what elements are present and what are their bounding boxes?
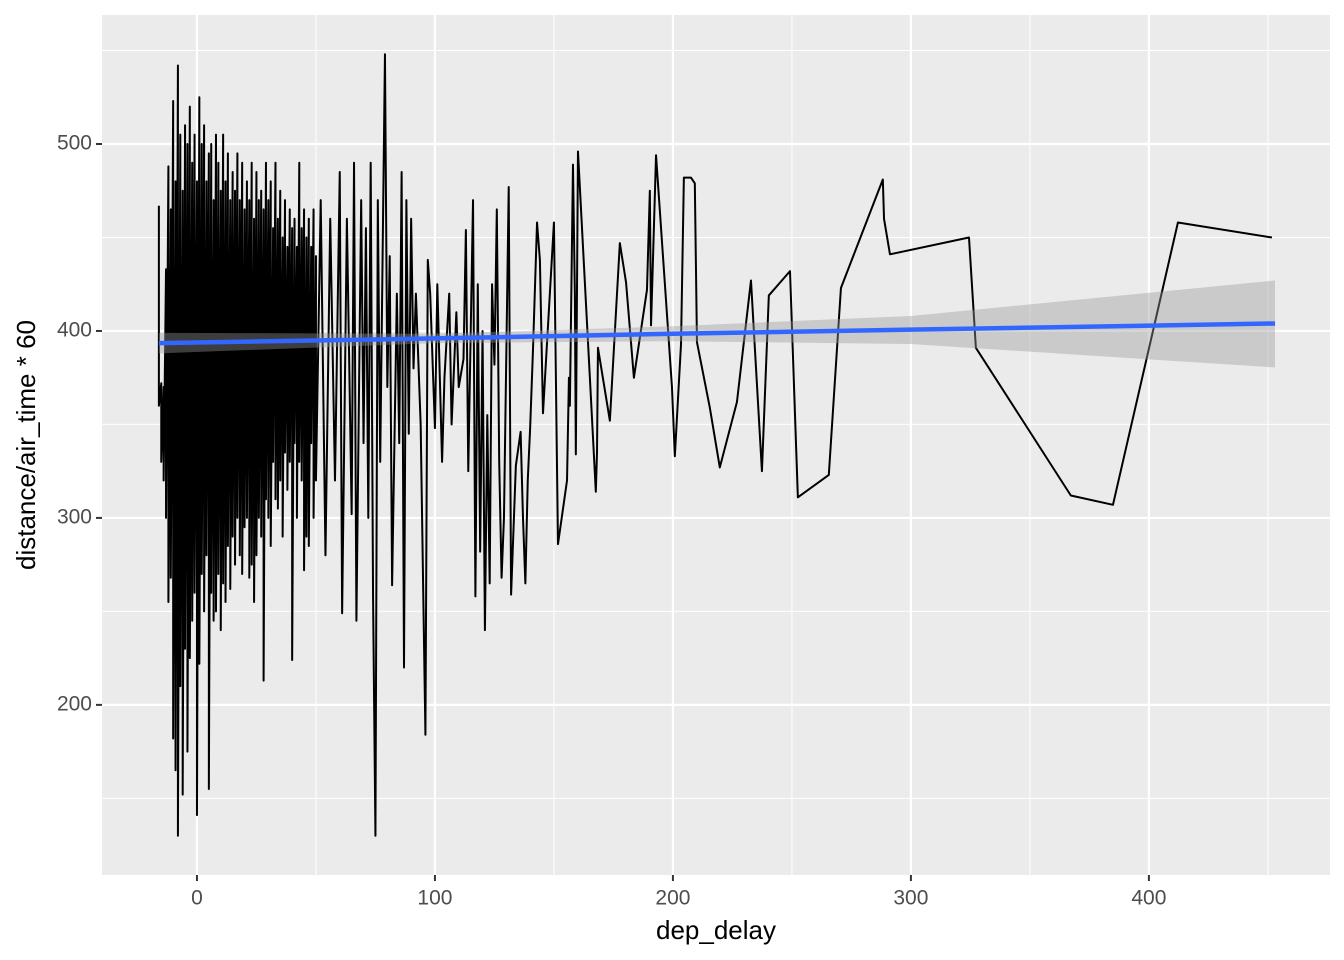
smooth-line — [158, 321, 1276, 346]
x-tick-label: 400 — [1131, 887, 1166, 910]
x-tick-label: 0 — [191, 887, 203, 910]
y-tick-label: 400 — [57, 319, 92, 342]
x-axis-title: dep_delay — [656, 915, 776, 945]
y-tick-label: 300 — [57, 505, 92, 528]
marks — [157, 53, 1276, 837]
x-tick-label: 200 — [655, 887, 690, 910]
y-tick-label: 500 — [57, 132, 92, 155]
y-tick-label: 200 — [57, 692, 92, 715]
confidence-band — [158, 280, 1276, 368]
y-axis-title: distance/air_time * 60 — [11, 320, 41, 570]
x-tick-label: 100 — [417, 887, 452, 910]
data-line — [157, 53, 1273, 837]
x-tick-label: 300 — [893, 887, 928, 910]
